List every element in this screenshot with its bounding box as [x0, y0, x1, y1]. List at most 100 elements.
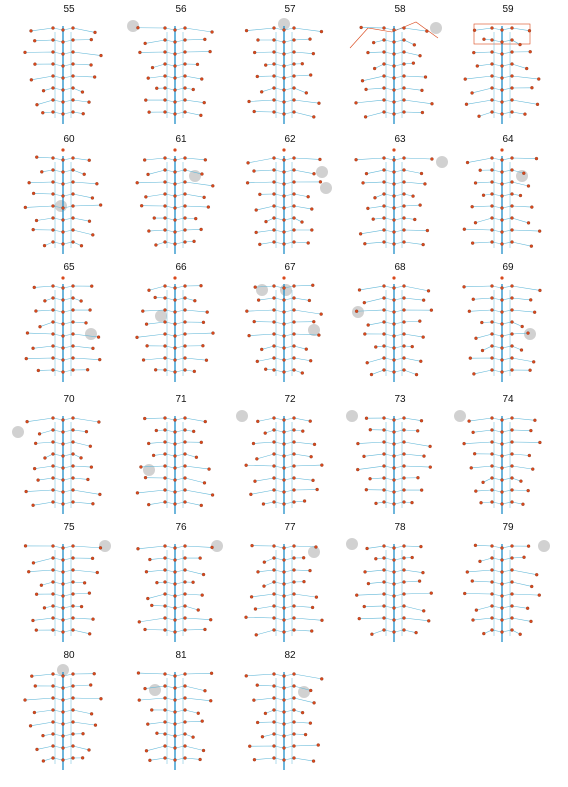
joint-node — [71, 344, 75, 348]
joint-node — [61, 618, 65, 622]
joint-node — [481, 193, 486, 197]
joint-node — [520, 324, 524, 329]
joint-node — [51, 440, 55, 444]
joint-node — [402, 500, 406, 504]
joint-node — [272, 320, 276, 324]
joint-node — [304, 91, 308, 95]
joint-node — [209, 699, 213, 703]
joint-node — [382, 580, 386, 584]
joint-node — [95, 570, 99, 575]
joint-node — [402, 296, 406, 300]
joint-node — [308, 721, 313, 725]
joint-node — [490, 74, 494, 78]
joint-node — [382, 192, 386, 196]
joint-node — [173, 40, 177, 44]
joint-node — [316, 743, 320, 747]
joint-node — [144, 749, 149, 753]
top-node — [500, 148, 504, 152]
joint-node — [282, 322, 286, 326]
joint-node — [91, 233, 95, 237]
joint-node — [173, 606, 177, 610]
joint-node — [300, 62, 304, 66]
joint-node — [500, 346, 504, 350]
joint-node — [370, 632, 374, 636]
joint-node — [163, 192, 167, 196]
joint-node — [402, 344, 406, 348]
joint-node — [173, 746, 177, 750]
joint-node — [147, 288, 151, 292]
joint-node — [392, 218, 396, 222]
joint-node — [410, 555, 414, 560]
joint-node — [500, 630, 504, 634]
joint-node — [402, 240, 406, 244]
joint-node — [510, 228, 514, 232]
joint-node — [392, 286, 396, 290]
joint-node — [382, 440, 386, 444]
joint-node — [163, 428, 167, 432]
joint-node — [354, 309, 359, 313]
joint-node — [490, 98, 494, 102]
joint-node — [61, 570, 65, 574]
joint-node — [33, 62, 37, 66]
highlight-marker — [211, 540, 223, 552]
highlight-marker — [189, 170, 201, 182]
joint-node — [272, 684, 276, 688]
panel-77: 77 — [234, 522, 346, 652]
joint-node — [282, 358, 286, 362]
joint-node — [490, 464, 494, 468]
joint-node — [71, 240, 75, 244]
joint-node — [482, 631, 486, 636]
joint-node — [530, 584, 534, 589]
joint-node — [382, 50, 386, 54]
joint-node — [183, 580, 187, 584]
joint-node — [500, 442, 504, 446]
joint-node — [510, 556, 514, 560]
joint-node — [85, 368, 90, 372]
joint-node — [382, 344, 386, 348]
joint-node — [163, 320, 167, 324]
joint-node — [143, 627, 147, 632]
joint-node — [292, 580, 296, 584]
joint-node — [500, 370, 504, 374]
joint-node — [173, 112, 177, 116]
joint-node — [163, 62, 167, 66]
joint-node — [392, 170, 396, 174]
joint-node — [478, 559, 482, 564]
joint-node — [510, 476, 514, 480]
joint-node — [402, 50, 406, 54]
joint-node — [183, 544, 187, 548]
joint-node — [51, 416, 55, 420]
joint-node — [292, 228, 296, 232]
joint-node — [51, 156, 55, 160]
joint-node — [71, 428, 75, 432]
joint-node — [173, 618, 177, 622]
joint-node — [272, 616, 276, 620]
joint-node — [292, 368, 296, 372]
panel-73: 73 — [344, 394, 456, 524]
panel-label: 68 — [394, 262, 406, 273]
joint-node — [282, 430, 286, 434]
joint-node — [144, 195, 148, 199]
joint-node — [163, 440, 167, 444]
joint-node — [537, 593, 541, 597]
joint-node — [500, 418, 504, 422]
joint-node — [252, 109, 256, 114]
joint-node — [475, 64, 479, 68]
joint-node — [32, 285, 36, 290]
panel-label: 61 — [175, 134, 187, 145]
joint-node — [51, 604, 55, 608]
joint-node — [317, 101, 321, 105]
joint-node — [282, 618, 286, 622]
joint-node — [303, 732, 308, 737]
joint-node — [71, 544, 75, 548]
highlight-marker — [149, 684, 161, 696]
joint-node — [362, 604, 366, 609]
joint-node — [356, 441, 360, 446]
joint-node — [282, 170, 286, 174]
joint-node — [173, 594, 177, 598]
joint-node — [51, 452, 55, 456]
joint-node — [36, 368, 41, 373]
joint-node — [138, 50, 142, 55]
joint-node — [51, 38, 55, 42]
joint-node — [163, 50, 167, 54]
